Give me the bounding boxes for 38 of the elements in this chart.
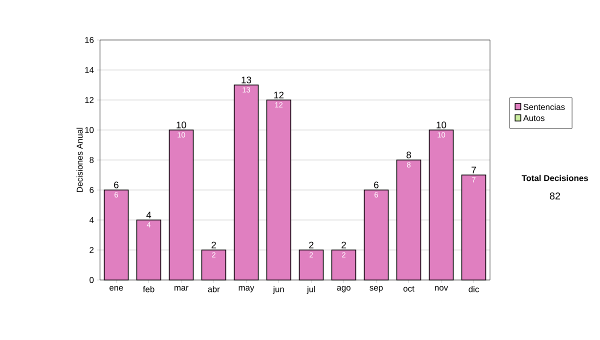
y-tick-label: 10 [85,127,94,133]
total-label: 13 [242,76,252,84]
total-label: 2 [309,242,314,248]
y-tick-label: 0 [90,277,94,283]
x-tick-label: may [238,286,254,292]
total-label: 2 [212,242,216,248]
x-tick-label: sep [370,286,383,292]
x-tick-label: jul [306,286,315,294]
total-label: 12 [274,92,284,98]
total-label: 10 [176,122,186,128]
x-tick-label: oct [403,286,414,292]
x-tick-label: dic [468,286,479,292]
x-tick-label: feb [142,286,154,292]
x-tick-label: abr [208,286,220,292]
legend-label: Autos [523,115,545,122]
y-tick-label: 8 [90,157,94,163]
x-tick-label: jun [272,286,284,294]
y-tick-label: 2 [90,247,94,253]
total-label: 6 [114,182,118,188]
total-label: 2 [342,242,346,248]
y-tick-label: 6 [90,187,94,193]
y-tick-label: 4 [89,217,94,223]
total-label: 4 [146,212,152,218]
total-label: 7 [472,166,476,174]
y-tick-label: 16 [85,37,94,43]
legend-label: Sentencias [524,104,565,110]
y-tick-label: 12 [85,97,94,103]
x-tick-label: ago [337,286,350,292]
total-label: 8 [406,152,411,158]
total-label: 10 [436,122,446,128]
text: 82 [550,192,560,200]
x-tick-label: ene [110,286,123,291]
text: Total Decisiones [522,174,588,182]
total-label: 6 [374,182,378,188]
y-axis-title: Decisiones Anual [76,128,83,192]
x-tick-label: nov [434,286,448,291]
x-tick-label: mar [174,286,188,291]
y-tick-label: 14 [85,67,94,73]
